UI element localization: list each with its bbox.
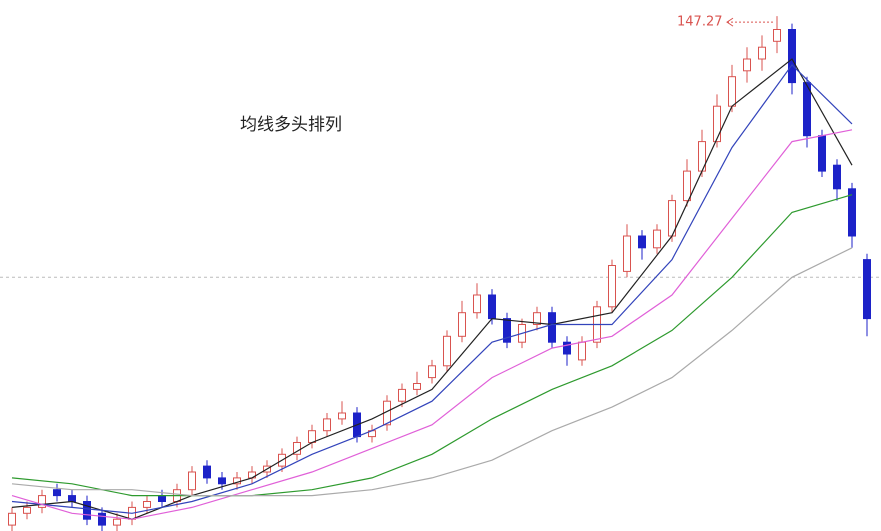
candle-body bbox=[863, 259, 871, 320]
candle-body bbox=[503, 318, 511, 343]
candle-body bbox=[608, 265, 616, 308]
annotation-text: 均线多头排列 bbox=[240, 115, 342, 135]
candle-body bbox=[743, 58, 751, 72]
candle-body bbox=[773, 29, 781, 42]
candle-body bbox=[578, 341, 586, 361]
candle-body bbox=[848, 188, 856, 237]
candle-body bbox=[563, 341, 571, 355]
candle-body bbox=[8, 512, 16, 526]
candle-body bbox=[833, 164, 841, 190]
candle-body bbox=[488, 294, 496, 320]
moving-average-line bbox=[11, 194, 853, 497]
moving-average-line bbox=[11, 58, 853, 520]
candle-body bbox=[443, 335, 451, 367]
candle-body bbox=[803, 82, 811, 137]
candle-body bbox=[53, 489, 61, 497]
peak-arrow-head bbox=[726, 17, 734, 27]
candle-body bbox=[83, 501, 91, 520]
candle-body bbox=[473, 294, 481, 314]
candle-body bbox=[68, 495, 76, 503]
candle-body bbox=[728, 76, 736, 107]
moving-average-line bbox=[11, 129, 853, 520]
candle-body bbox=[653, 229, 661, 249]
candle-body bbox=[713, 105, 721, 143]
candle-body bbox=[23, 506, 31, 514]
peak-label: 147.27 bbox=[677, 15, 723, 30]
candle-body bbox=[293, 442, 301, 455]
candle-body bbox=[398, 388, 406, 402]
candle-body bbox=[818, 135, 826, 172]
candle-body bbox=[158, 495, 166, 503]
candle-body bbox=[218, 477, 226, 485]
candle-body bbox=[338, 412, 346, 420]
candle-body bbox=[413, 383, 421, 390]
candle-body bbox=[788, 29, 796, 84]
moving-average-line bbox=[11, 247, 853, 497]
candle-body bbox=[533, 312, 541, 326]
candle-body bbox=[683, 170, 691, 202]
candle-body bbox=[188, 471, 196, 491]
candle-body bbox=[458, 312, 466, 337]
candle-body bbox=[143, 501, 151, 508]
candle-body bbox=[548, 312, 556, 343]
candle-body bbox=[428, 365, 436, 379]
candle-body bbox=[98, 512, 106, 526]
candle-body bbox=[638, 235, 646, 249]
candle-body bbox=[758, 46, 766, 60]
candle-body bbox=[203, 465, 211, 479]
candle-body bbox=[323, 418, 331, 432]
candle-body bbox=[113, 518, 121, 526]
moving-average-line bbox=[11, 63, 853, 514]
candle-body bbox=[623, 235, 631, 272]
candle-body bbox=[308, 430, 316, 444]
candle-body bbox=[38, 495, 46, 508]
